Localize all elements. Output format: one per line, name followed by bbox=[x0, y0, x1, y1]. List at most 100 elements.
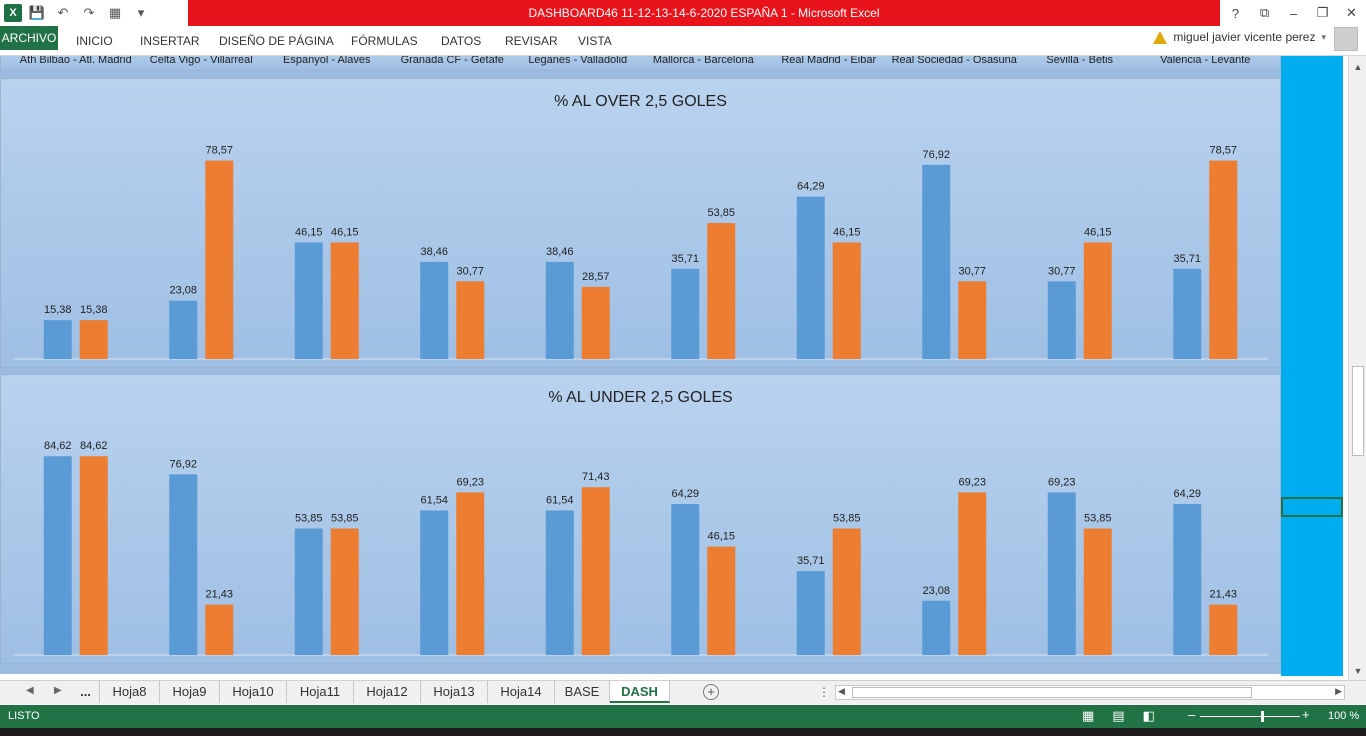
sheet-tab-overflow[interactable]: ... bbox=[72, 681, 100, 703]
data-label: 71,43 bbox=[582, 471, 610, 483]
sheet-tabs-bar: ◀ ▶ ... Hoja8 Hoja9 Hoja10 Hoja11 Hoja12… bbox=[0, 680, 1366, 704]
view-buttons: ▦ ▤ ◧ bbox=[1082, 708, 1155, 724]
bar-series-1 bbox=[43, 456, 72, 655]
data-label: 64,29 bbox=[671, 488, 699, 500]
restore-button[interactable]: ❐ bbox=[1316, 5, 1329, 20]
scroll-right-icon[interactable]: ▶ bbox=[1335, 686, 1342, 696]
data-label: 21,43 bbox=[1209, 589, 1237, 601]
data-label: 78,57 bbox=[205, 145, 233, 157]
sheet-tab-dash[interactable]: DASH bbox=[610, 681, 670, 703]
bar-series-2 bbox=[581, 487, 610, 655]
data-label: 35,71 bbox=[671, 253, 699, 265]
scroll-thumb[interactable] bbox=[1352, 366, 1364, 456]
zoom-in-icon[interactable]: + bbox=[1302, 707, 1310, 722]
bar-series-1 bbox=[169, 474, 198, 655]
tab-scroll-left-icon[interactable]: ◀ bbox=[26, 685, 34, 696]
minimize-button[interactable]: – bbox=[1289, 5, 1298, 21]
bar-series-1 bbox=[1047, 492, 1076, 655]
sheet-tab-hoja12[interactable]: Hoja12 bbox=[354, 681, 421, 703]
zoom-slider[interactable]: – + bbox=[1188, 707, 1312, 723]
data-label: 15,38 bbox=[44, 304, 72, 316]
page-layout-view-icon[interactable]: ▤ bbox=[1112, 708, 1125, 723]
tab-revisar[interactable]: REVISAR bbox=[505, 34, 558, 48]
tab-scroll-right-icon[interactable]: ▶ bbox=[54, 685, 62, 696]
bar-series-1 bbox=[43, 320, 72, 359]
data-label: 46,15 bbox=[331, 226, 359, 238]
sheet-tab-base[interactable]: BASE bbox=[555, 681, 610, 703]
tab-diseno-de-pagina[interactable]: DISEÑO DE PÁGINA bbox=[219, 34, 334, 48]
tab-vista[interactable]: VISTA bbox=[578, 34, 612, 48]
tab-insertar[interactable]: INSERTAR bbox=[140, 34, 200, 48]
bar-series-1 bbox=[1173, 268, 1202, 359]
split-handle-icon[interactable]: ⋮ bbox=[818, 685, 830, 699]
scroll-down-icon[interactable]: ▼ bbox=[1353, 666, 1363, 676]
bar-series-1 bbox=[671, 503, 700, 655]
data-label: 69,23 bbox=[1048, 476, 1076, 488]
avatar[interactable] bbox=[1334, 27, 1358, 51]
window-controls: ? ⧉ – ❐ ✕ bbox=[1221, 0, 1366, 26]
sheet-tab-hoja10[interactable]: Hoja10 bbox=[220, 681, 287, 703]
close-button[interactable]: ✕ bbox=[1346, 5, 1357, 20]
bar-series-2 bbox=[205, 604, 234, 655]
quick-access-toolbar: X 💾 ↶ ↷ ▦ ▾ bbox=[0, 0, 152, 26]
bar-series-2 bbox=[1083, 242, 1112, 359]
bar-series-2 bbox=[79, 320, 108, 359]
bar-series-2 bbox=[330, 242, 359, 359]
scroll-left-icon[interactable]: ◀ bbox=[838, 686, 845, 696]
tab-datos[interactable]: DATOS bbox=[441, 34, 482, 48]
bar-series-1 bbox=[1047, 281, 1076, 359]
page-break-view-icon[interactable]: ◧ bbox=[1142, 708, 1155, 723]
format-painter-icon[interactable]: ▦ bbox=[108, 5, 122, 20]
horizontal-scroll-thumb[interactable] bbox=[852, 687, 1252, 698]
category-label: Celta Vigo - Villarreal bbox=[150, 56, 253, 66]
category-label: Mallorca - Barcelona bbox=[653, 56, 755, 66]
customize-icon[interactable]: ▾ bbox=[137, 5, 145, 20]
title-bar: X 💾 ↶ ↷ ▦ ▾ DASHBOARD46 11-12-13-14-6-20… bbox=[0, 0, 1366, 26]
chart-title: % AL OVER 2,5 GOLES bbox=[554, 93, 727, 110]
redo-icon[interactable]: ↷ bbox=[83, 5, 95, 20]
chart-previous[interactable]: Ath Bilbao - Atl. Madrid Celta Vigo - Vil… bbox=[0, 56, 1281, 71]
vertical-scrollbar[interactable]: ▲ ▼ bbox=[1348, 56, 1366, 680]
zoom-percent[interactable]: 100 % bbox=[1328, 710, 1360, 722]
bar-series-2 bbox=[456, 281, 485, 359]
data-label: 21,43 bbox=[205, 589, 233, 601]
sheet-tab-hoja13[interactable]: Hoja13 bbox=[421, 681, 488, 703]
tab-formulas[interactable]: FÓRMULAS bbox=[351, 34, 418, 48]
bar-series-2 bbox=[79, 456, 108, 655]
help-button[interactable]: ? bbox=[1231, 5, 1240, 21]
status-ready: LISTO bbox=[8, 710, 40, 722]
data-label: 78,57 bbox=[1209, 145, 1237, 157]
horizontal-scrollbar[interactable]: ◀ ▶ bbox=[835, 685, 1345, 700]
sheet-tab-hoja9[interactable]: Hoja9 bbox=[160, 681, 220, 703]
undo-icon[interactable]: ↶ bbox=[57, 5, 69, 20]
bar-series-1 bbox=[671, 268, 700, 359]
ribbon: ARCHIVO INICIO INSERTAR DISEÑO DE PÁGINA… bbox=[0, 26, 1366, 56]
tab-archivo[interactable]: ARCHIVO bbox=[0, 26, 58, 50]
worksheet[interactable]: Ath Bilbao - Atl. Madrid Celta Vigo - Vil… bbox=[0, 56, 1348, 676]
tab-inicio[interactable]: INICIO bbox=[76, 34, 113, 48]
category-label: Leganes - Valladolid bbox=[528, 56, 627, 66]
ribbon-display-button[interactable]: ⧉ bbox=[1259, 5, 1270, 20]
scroll-up-icon[interactable]: ▲ bbox=[1353, 62, 1363, 72]
zoom-out-icon[interactable]: – bbox=[1188, 707, 1196, 722]
bar-series-2 bbox=[456, 492, 485, 655]
category-label: Real Sociedad - Osasuna bbox=[892, 56, 1018, 66]
data-label: 28,57 bbox=[582, 271, 610, 283]
data-label: 35,71 bbox=[1173, 253, 1201, 265]
add-sheet-icon[interactable]: + bbox=[703, 684, 719, 700]
data-label: 84,62 bbox=[80, 440, 108, 452]
zoom-knob[interactable] bbox=[1261, 711, 1265, 722]
sheet-tab-hoja14[interactable]: Hoja14 bbox=[488, 681, 555, 703]
zoom-track bbox=[1200, 716, 1300, 717]
excel-logo-icon[interactable]: X bbox=[4, 4, 22, 22]
normal-view-icon[interactable]: ▦ bbox=[1082, 708, 1095, 723]
save-icon[interactable]: 💾 bbox=[28, 5, 46, 20]
sheet-tab-hoja8[interactable]: Hoja8 bbox=[100, 681, 160, 703]
data-label: 53,85 bbox=[331, 513, 359, 525]
data-label: 38,46 bbox=[546, 246, 574, 258]
sheet-tab-hoja11[interactable]: Hoja11 bbox=[287, 681, 354, 703]
user-account[interactable]: miguel javier vicente perez ▾ bbox=[1153, 30, 1326, 44]
selected-cell[interactable] bbox=[1281, 497, 1343, 517]
